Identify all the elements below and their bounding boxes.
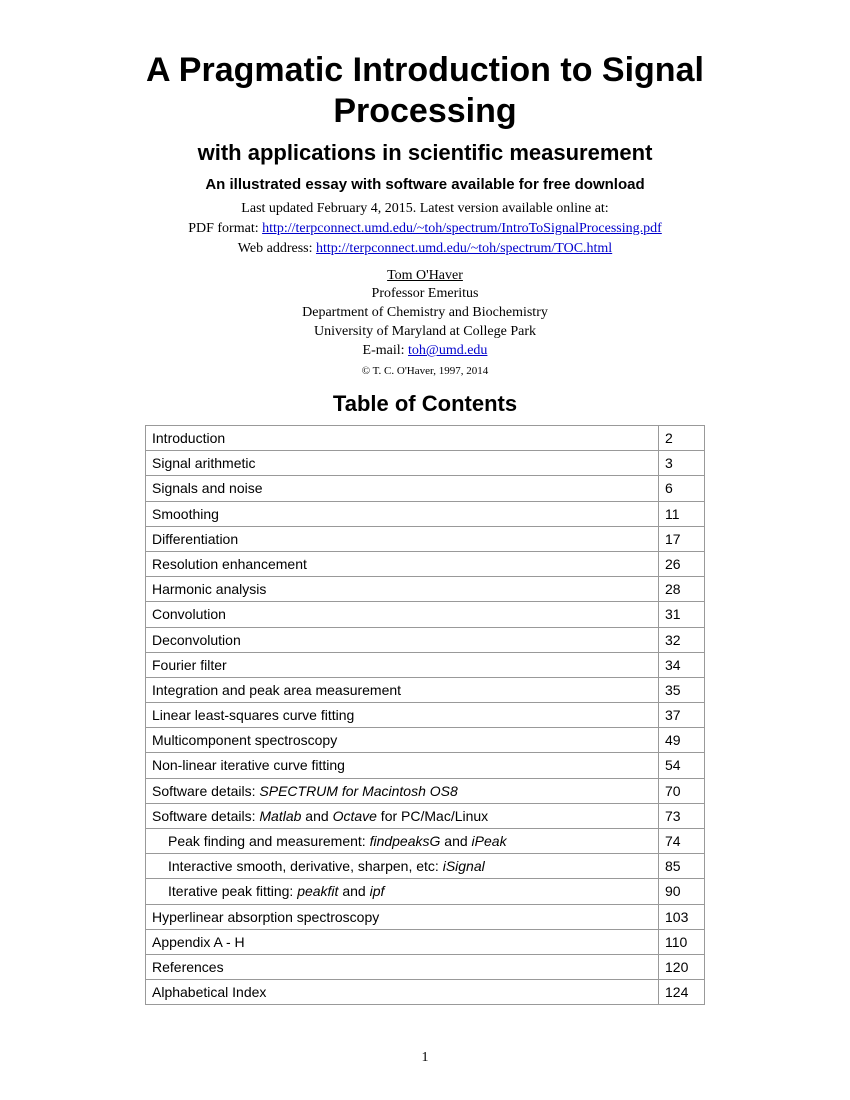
- toc-row: Integration and peak area measurement35: [146, 677, 705, 702]
- toc-row: Interactive smooth, derivative, sharpen,…: [146, 854, 705, 879]
- toc-entry-page: 34: [659, 652, 705, 677]
- web-line: Web address: http://terpconnect.umd.edu/…: [90, 241, 760, 257]
- toc-entry-page: 6: [659, 476, 705, 501]
- document-subtitle: with applications in scientific measurem…: [90, 140, 760, 166]
- toc-row: Appendix A - H110: [146, 929, 705, 954]
- toc-entry-page: 49: [659, 728, 705, 753]
- toc-entry-page: 54: [659, 753, 705, 778]
- toc-row: Signal arithmetic3: [146, 451, 705, 476]
- toc-entry-title[interactable]: Interactive smooth, derivative, sharpen,…: [146, 854, 659, 879]
- toc-entry-page: 32: [659, 627, 705, 652]
- toc-row: Software details: Matlab and Octave for …: [146, 803, 705, 828]
- toc-entry-title[interactable]: Deconvolution: [146, 627, 659, 652]
- toc-row: References120: [146, 954, 705, 979]
- toc-entry-title[interactable]: Alphabetical Index: [146, 980, 659, 1005]
- toc-entry-title[interactable]: Convolution: [146, 602, 659, 627]
- toc-entry-title[interactable]: Multicomponent spectroscopy: [146, 728, 659, 753]
- toc-row: Software details: SPECTRUM for Macintosh…: [146, 778, 705, 803]
- toc-entry-title[interactable]: Resolution enhancement: [146, 551, 659, 576]
- toc-row: Peak finding and measurement: findpeaksG…: [146, 829, 705, 854]
- toc-row: Introduction2: [146, 426, 705, 451]
- toc-entry-title[interactable]: Software details: Matlab and Octave for …: [146, 803, 659, 828]
- toc-entry-title[interactable]: Differentiation: [146, 526, 659, 551]
- email-label: E-mail:: [363, 343, 409, 358]
- toc-row: Alphabetical Index124: [146, 980, 705, 1005]
- toc-entry-page: 124: [659, 980, 705, 1005]
- toc-entry-title[interactable]: Integration and peak area measurement: [146, 677, 659, 702]
- toc-row: Non-linear iterative curve fitting54: [146, 753, 705, 778]
- toc-entry-title[interactable]: References: [146, 954, 659, 979]
- toc-row: Signals and noise6: [146, 476, 705, 501]
- document-page: A Pragmatic Introduction to Signal Proce…: [0, 0, 850, 1045]
- toc-entry-page: 103: [659, 904, 705, 929]
- toc-entry-title[interactable]: Harmonic analysis: [146, 577, 659, 602]
- toc-entry-page: 28: [659, 577, 705, 602]
- toc-entry-title[interactable]: Fourier filter: [146, 652, 659, 677]
- toc-row: Fourier filter34: [146, 652, 705, 677]
- web-link[interactable]: http://terpconnect.umd.edu/~toh/spectrum…: [316, 241, 612, 256]
- web-label: Web address:: [238, 241, 316, 256]
- toc-entry-page: 37: [659, 703, 705, 728]
- author-dept: Department of Chemistry and Biochemistry: [302, 305, 548, 320]
- toc-entry-page: 85: [659, 854, 705, 879]
- toc-entry-title[interactable]: Introduction: [146, 426, 659, 451]
- toc-entry-page: 70: [659, 778, 705, 803]
- toc-entry-title[interactable]: Signal arithmetic: [146, 451, 659, 476]
- toc-row: Iterative peak fitting: peakfit and ipf9…: [146, 879, 705, 904]
- author-email[interactable]: toh@umd.edu: [408, 343, 487, 358]
- copyright: © T. C. O'Haver, 1997, 2014: [90, 365, 760, 377]
- toc-row: Smoothing11: [146, 501, 705, 526]
- toc-entry-title[interactable]: Iterative peak fitting: peakfit and ipf: [146, 879, 659, 904]
- toc-entry-page: 120: [659, 954, 705, 979]
- toc-entry-page: 26: [659, 551, 705, 576]
- toc-entry-page: 110: [659, 929, 705, 954]
- toc-entry-title[interactable]: Signals and noise: [146, 476, 659, 501]
- toc-row: Multicomponent spectroscopy49: [146, 728, 705, 753]
- toc-table: Introduction2Signal arithmetic3Signals a…: [145, 425, 705, 1005]
- document-title: A Pragmatic Introduction to Signal Proce…: [90, 50, 760, 132]
- toc-entry-title[interactable]: Appendix A - H: [146, 929, 659, 954]
- toc-row: Hyperlinear absorption spectroscopy103: [146, 904, 705, 929]
- pdf-line: PDF format: http://terpconnect.umd.edu/~…: [90, 221, 760, 237]
- toc-entry-page: 90: [659, 879, 705, 904]
- document-subsubtitle: An illustrated essay with software avail…: [90, 176, 760, 193]
- toc-row: Deconvolution32: [146, 627, 705, 652]
- author-name: Tom O'Haver: [387, 268, 463, 283]
- toc-entry-page: 2: [659, 426, 705, 451]
- toc-entry-page: 11: [659, 501, 705, 526]
- author-univ: University of Maryland at College Park: [314, 324, 536, 339]
- toc-entry-page: 3: [659, 451, 705, 476]
- toc-row: Resolution enhancement26: [146, 551, 705, 576]
- toc-row: Differentiation17: [146, 526, 705, 551]
- toc-row: Harmonic analysis28: [146, 577, 705, 602]
- toc-entry-page: 73: [659, 803, 705, 828]
- updated-line: Last updated February 4, 2015. Latest ve…: [90, 201, 760, 217]
- toc-entry-title[interactable]: Peak finding and measurement: findpeaksG…: [146, 829, 659, 854]
- toc-entry-page: 74: [659, 829, 705, 854]
- author-block: Tom O'Haver Professor Emeritus Departmen…: [90, 267, 760, 361]
- pdf-link[interactable]: http://terpconnect.umd.edu/~toh/spectrum…: [262, 221, 662, 236]
- toc-entry-title[interactable]: Smoothing: [146, 501, 659, 526]
- page-number: 1: [0, 1050, 850, 1066]
- toc-entry-title[interactable]: Hyperlinear absorption spectroscopy: [146, 904, 659, 929]
- toc-entry-page: 35: [659, 677, 705, 702]
- author-title: Professor Emeritus: [372, 286, 479, 301]
- toc-entry-title[interactable]: Linear least-squares curve fitting: [146, 703, 659, 728]
- toc-row: Linear least-squares curve fitting37: [146, 703, 705, 728]
- toc-row: Convolution31: [146, 602, 705, 627]
- toc-entry-title[interactable]: Non-linear iterative curve fitting: [146, 753, 659, 778]
- toc-entry-title[interactable]: Software details: SPECTRUM for Macintosh…: [146, 778, 659, 803]
- toc-title: Table of Contents: [90, 391, 760, 417]
- toc-entry-page: 17: [659, 526, 705, 551]
- pdf-label: PDF format:: [188, 221, 262, 236]
- toc-entry-page: 31: [659, 602, 705, 627]
